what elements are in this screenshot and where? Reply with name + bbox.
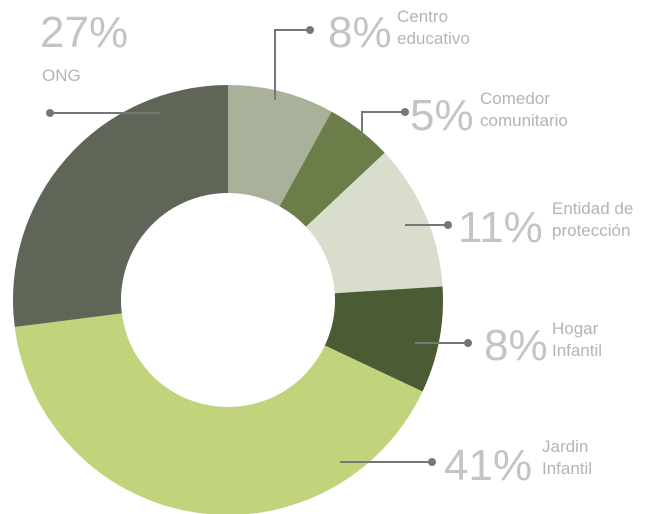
leader-line [274,29,310,100]
value-label: 5% [410,91,474,140]
category-label: Centro educativo [397,7,470,48]
category-label: ONG [42,66,81,85]
donut-segment [324,286,443,392]
value-label: 27% [40,8,128,57]
value-label: 8% [328,8,392,57]
category-label: Hogar Infantil [552,319,602,360]
donut-segment [14,313,423,514]
category-label: Entidad de protección [552,199,633,240]
value-label: 11% [458,203,543,252]
leader-line [361,111,405,135]
category-label: Jardin Infantil [542,437,592,478]
donut-segment [305,152,443,294]
category-label: Comedor comunitario [480,89,568,130]
donut-segment [12,85,228,327]
leader-dot [428,458,436,466]
leader-dot [306,26,314,34]
leader-dot [464,339,472,347]
donut-segment [228,85,332,207]
donut-segment [279,111,385,227]
value-label: 8% [484,321,548,370]
leader-dot [46,109,54,117]
leader-dot [444,221,452,229]
value-label: 41% [444,441,532,490]
leader-dot [401,108,409,116]
